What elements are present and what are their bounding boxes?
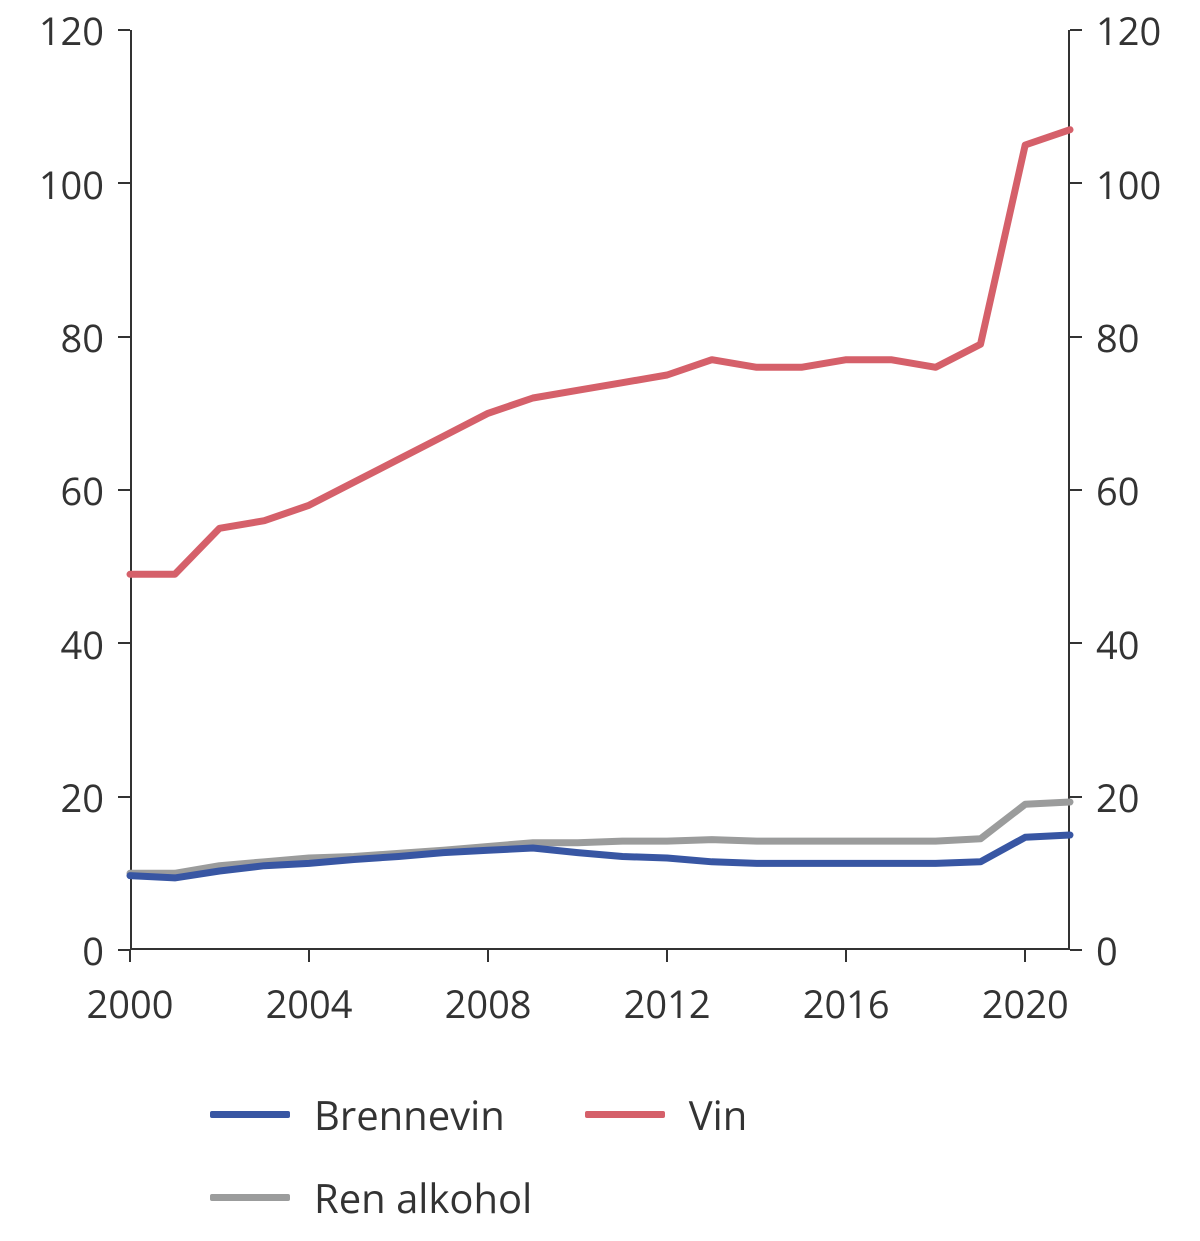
legend-label: Brennevin bbox=[314, 1087, 505, 1142]
series-vin bbox=[130, 130, 1070, 575]
legend-swatch bbox=[210, 1111, 290, 1118]
legend: Brennevin Vin Ren alkohol bbox=[210, 1075, 827, 1241]
legend-row: Brennevin Vin bbox=[210, 1075, 827, 1158]
legend-item-vin: Vin bbox=[585, 1087, 747, 1142]
legend-label: Vin bbox=[689, 1087, 747, 1142]
legend-swatch bbox=[210, 1194, 290, 1201]
legend-swatch bbox=[585, 1111, 665, 1118]
legend-item-ren-alkohol: Ren alkohol bbox=[210, 1170, 532, 1225]
line-chart: 0020204040606080801001001201202000200420… bbox=[0, 0, 1200, 1215]
chart-lines bbox=[0, 0, 1200, 1215]
legend-label: Ren alkohol bbox=[314, 1170, 532, 1225]
legend-item-brennevin: Brennevin bbox=[210, 1087, 505, 1142]
legend-row: Ren alkohol bbox=[210, 1158, 827, 1241]
